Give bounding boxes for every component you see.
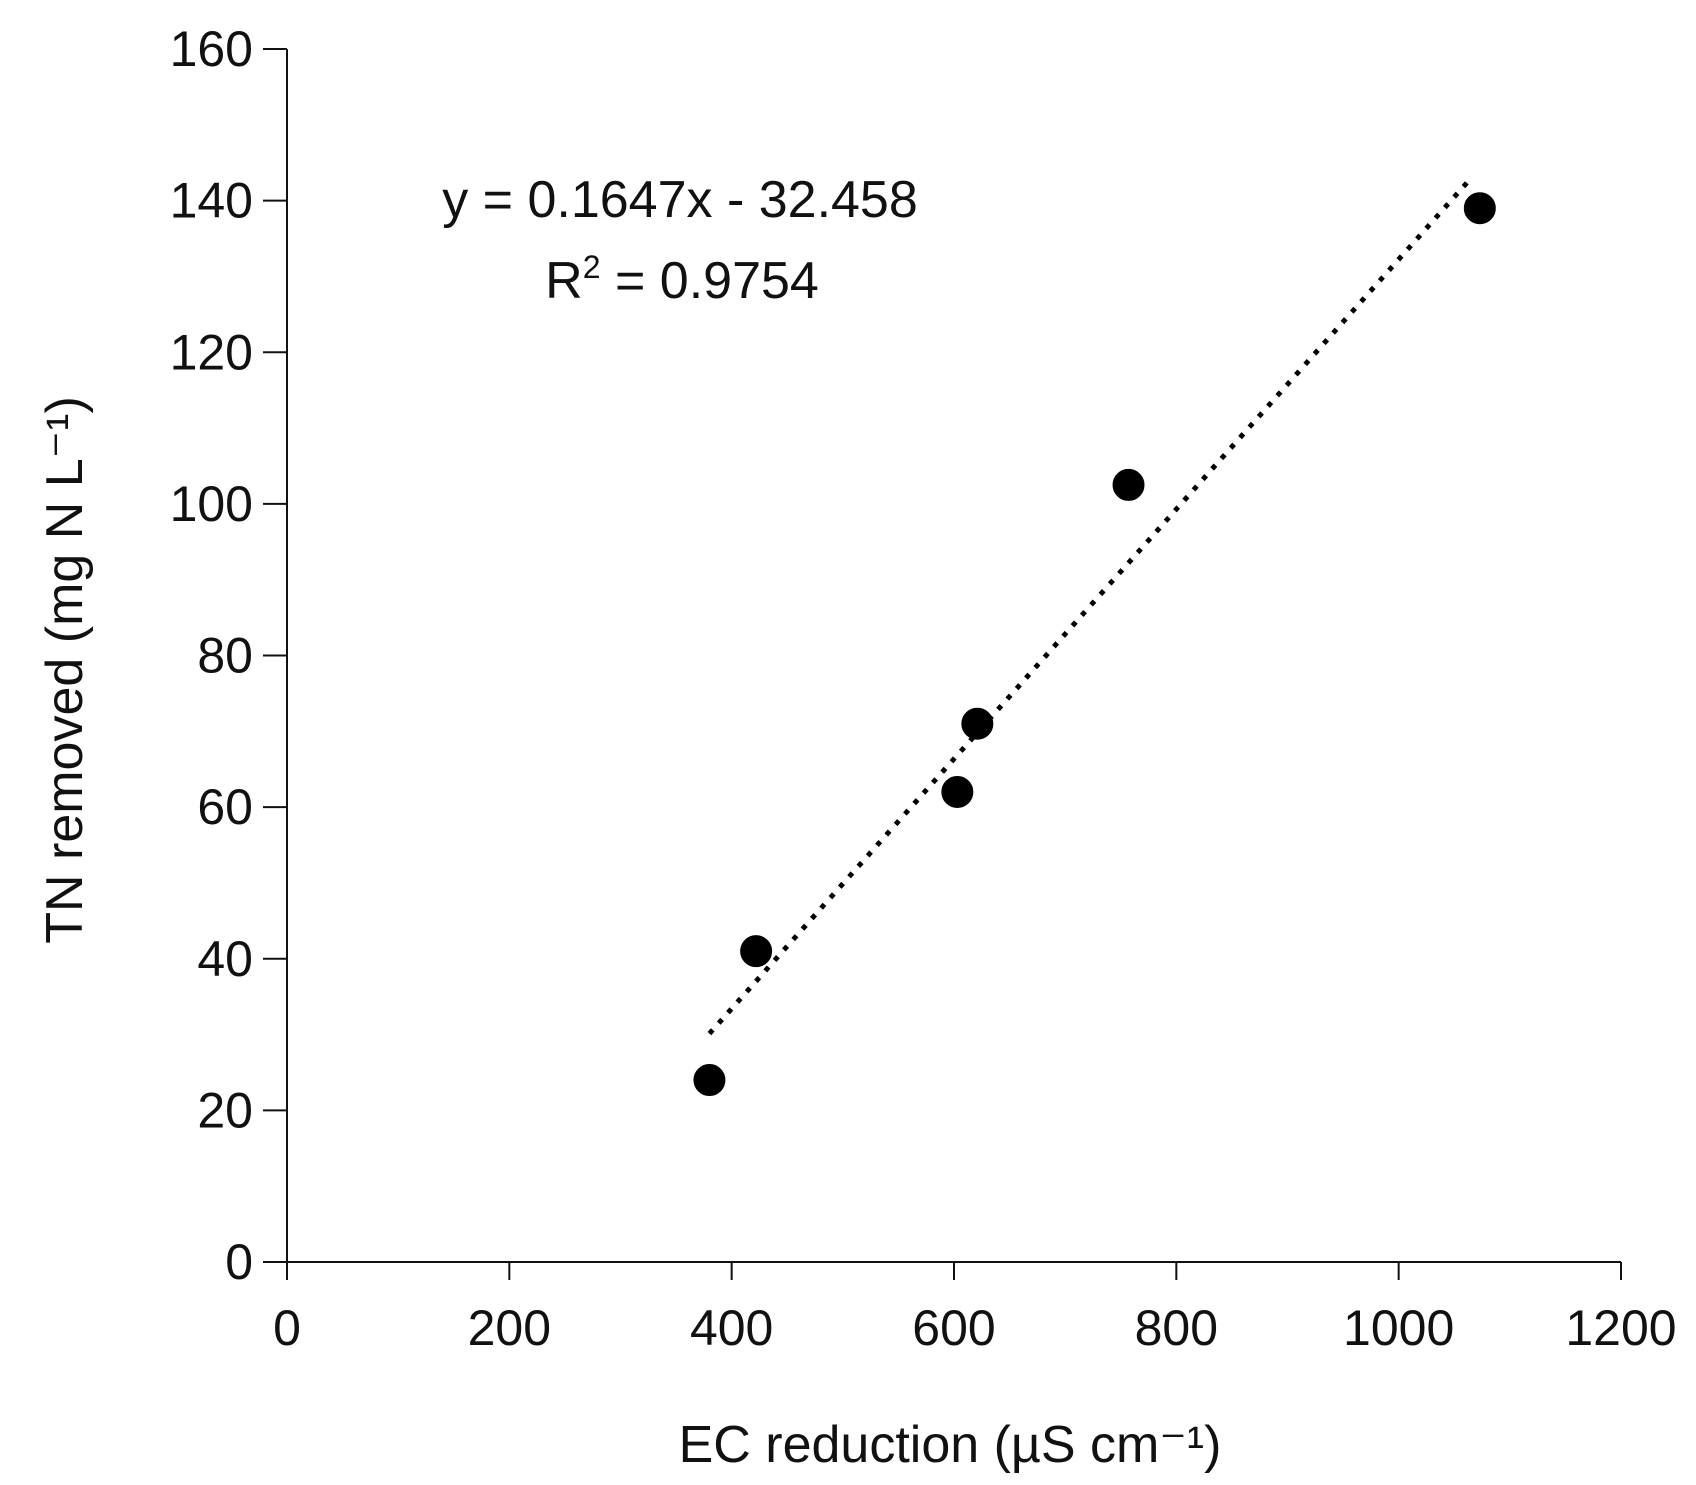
trendline — [707, 176, 1473, 1036]
axes — [286, 49, 1621, 1263]
y-tick-label: 20 — [197, 1082, 253, 1138]
data-points — [693, 192, 1496, 1097]
trendline-group — [707, 176, 1473, 1036]
y-tick-label: 160 — [170, 21, 253, 77]
r-squared-value: = 0.9754 — [601, 252, 819, 310]
y-tick-label: 140 — [170, 173, 253, 229]
y-tick-label: 100 — [170, 476, 253, 532]
regression-equation: y = 0.1647x - 32.458 — [442, 171, 918, 229]
y-tick-label: 40 — [197, 931, 253, 987]
x-tick-label: 600 — [912, 1300, 995, 1356]
r-squared-superscript: 2 — [583, 249, 601, 285]
x-axis-title: EC reduction (µS cm⁻¹) — [679, 1416, 1222, 1474]
y-tick-label: 60 — [197, 779, 253, 835]
data-point — [941, 775, 974, 808]
y-tick-label: 0 — [225, 1234, 253, 1290]
x-tick-label: 1200 — [1565, 1300, 1676, 1356]
data-point — [1463, 192, 1496, 225]
r-squared-annotation: R2 = 0.9754 — [545, 249, 819, 310]
x-tick-label: 400 — [690, 1300, 773, 1356]
x-tick-label: 200 — [468, 1300, 551, 1356]
y-axis-title: TN removed (mg N L⁻¹) — [36, 396, 94, 944]
x-tick-label: 0 — [273, 1300, 301, 1356]
data-point — [693, 1064, 726, 1097]
y-tick-label: 120 — [170, 324, 253, 380]
data-point — [740, 935, 773, 968]
y-tick-label: 80 — [197, 628, 253, 684]
ticks: 0 200 400 600 800 1000 1200 0 20 40 60 80 100 120 140 1… — [170, 21, 1677, 1356]
x-tick-label: 800 — [1135, 1300, 1218, 1356]
x-tick-label: 1000 — [1343, 1300, 1454, 1356]
data-point — [961, 707, 994, 740]
r-squared-symbol: R — [545, 252, 583, 310]
data-point — [1112, 468, 1145, 501]
